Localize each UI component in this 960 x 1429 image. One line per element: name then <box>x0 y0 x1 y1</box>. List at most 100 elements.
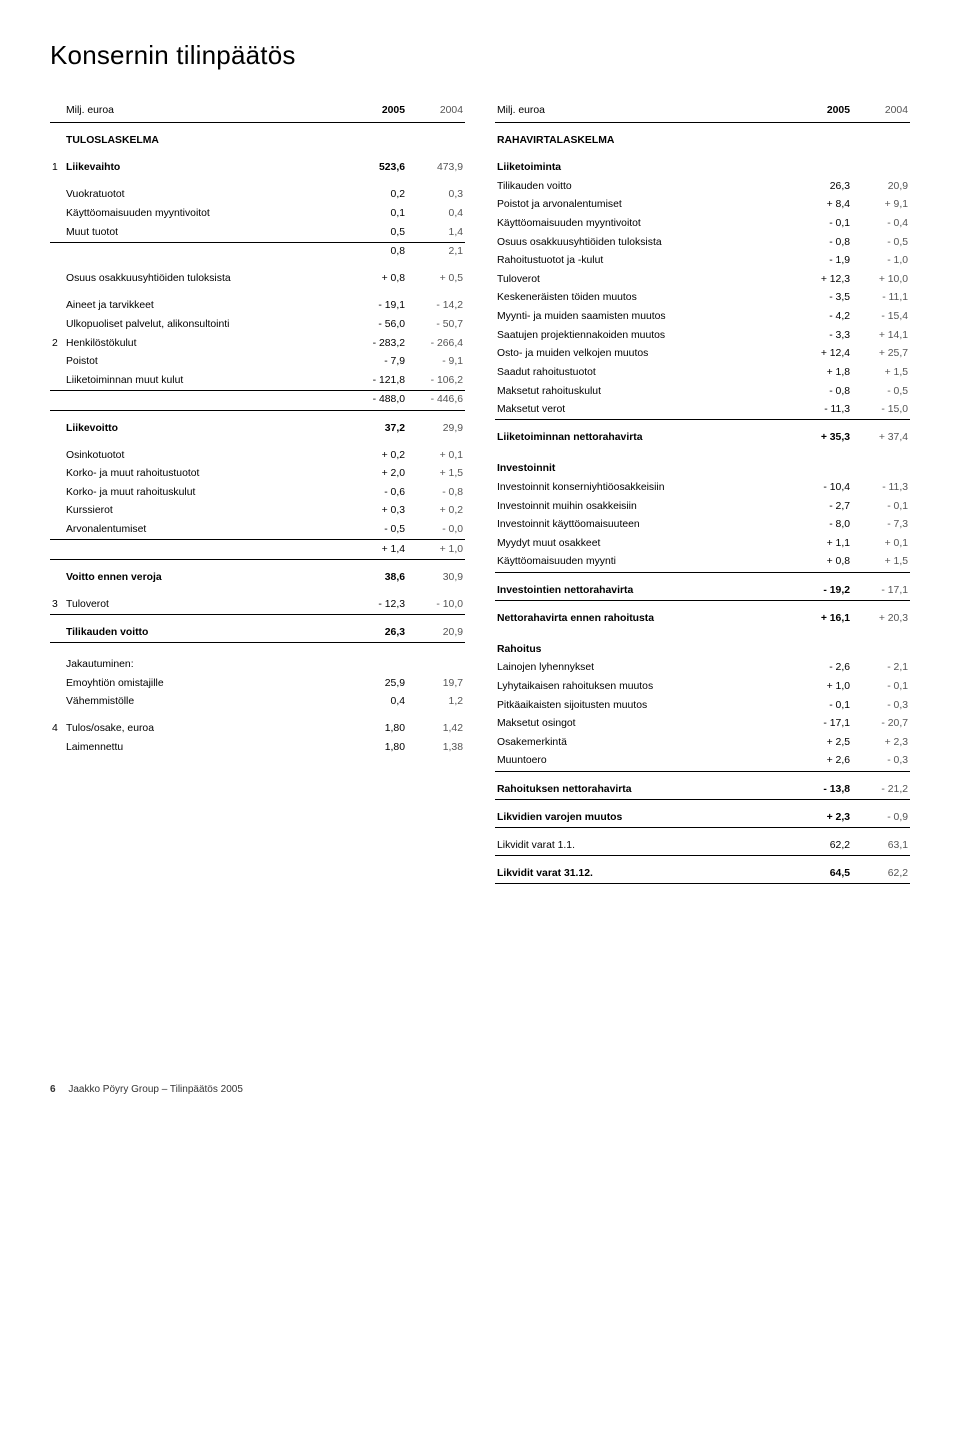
value-2005: 37,2 <box>349 410 407 438</box>
row-label: Osuus osakkuusyhtiöiden tuloksista <box>495 233 794 252</box>
value-2005: 1,80 <box>349 711 407 738</box>
table-row: Osuus osakkuusyhtiöiden tuloksista- 0,8-… <box>495 233 910 252</box>
table-row: Käyttöomaisuuden myynti+ 0,8+ 1,5 <box>495 553 910 572</box>
value-2005: - 8,0 <box>794 516 852 535</box>
value-2005: 26,3 <box>349 615 407 643</box>
value-2004: + 14,1 <box>852 326 910 345</box>
table-row: Investoinnit muihin osakkeisiin- 2,7- 0,… <box>495 497 910 516</box>
value-2004: - 11,1 <box>852 289 910 308</box>
value-2005: - 10,4 <box>794 478 852 497</box>
table-row: Maksetut osingot- 17,1- 20,7 <box>495 715 910 734</box>
table-row: Muut tuotot0,51,4 <box>50 223 465 242</box>
note-ref <box>50 438 64 465</box>
value-2004 <box>852 150 910 177</box>
row-label: Vähemmistölle <box>64 693 349 712</box>
table-row: Investoinnit käyttöomaisuuteen- 8,0- 7,3 <box>495 516 910 535</box>
row-label: Vuokratuotot <box>64 177 349 204</box>
row-label: Myynti- ja muiden saamisten muutos <box>495 308 794 327</box>
table-row: Keskeneräisten töiden muutos- 3,5- 11,1 <box>495 289 910 308</box>
row-label: Maksetut osingot <box>495 715 794 734</box>
row-label: Jakautuminen: <box>64 643 349 675</box>
table-row: 2Henkilöstökulut- 283,2- 266,4 <box>50 334 465 353</box>
value-2005 <box>794 150 852 177</box>
row-label: Maksetut rahoituskulut <box>495 382 794 401</box>
value-2004: + 37,4 <box>852 420 910 448</box>
value-2004: - 9,1 <box>407 353 465 372</box>
row-label: Korko- ja muut rahoitustuotot <box>64 465 349 484</box>
table-row: Korko- ja muut rahoitustuotot+ 2,0+ 1,5 <box>50 465 465 484</box>
table-row: Lyhytaikaisen rahoituksen muutos+ 1,0- 0… <box>495 677 910 696</box>
cashflow-table: Milj. euroa 2005 2004 RAHAVIRTALASKELMA … <box>495 101 910 884</box>
table-row: Lainojen lyhennykset- 2,6- 2,1 <box>495 659 910 678</box>
note-ref <box>50 693 64 712</box>
value-2004: + 10,0 <box>852 270 910 289</box>
row-label: Pitkäaikaisten sijoitusten muutos <box>495 696 794 715</box>
table-row: Likvidien varojen muutos+ 2,3- 0,9 <box>495 799 910 827</box>
row-label: Keskeneräisten töiden muutos <box>495 289 794 308</box>
value-2005: 62,2 <box>794 827 852 855</box>
value-2004: - 266,4 <box>407 334 465 353</box>
value-2004: 62,2 <box>852 855 910 883</box>
table-row: Vähemmistölle0,41,2 <box>50 693 465 712</box>
value-2004: - 0,0 <box>407 521 465 540</box>
row-label: Investoinnit konserniyhtiöosakkeisiin <box>495 478 794 497</box>
note-ref <box>50 540 64 560</box>
table-row: Tuloverot+ 12,3+ 10,0 <box>495 270 910 289</box>
value-2004: - 0,5 <box>852 382 910 401</box>
note-ref <box>50 353 64 372</box>
value-2005: + 35,3 <box>794 420 852 448</box>
table-row: Rahoitustuotot ja -kulut- 1,9- 1,0 <box>495 252 910 271</box>
year1-left: 2005 <box>349 101 407 123</box>
table-row: Tilikauden voitto26,320,9 <box>50 615 465 643</box>
income-statement-table: Milj. euroa 2005 2004 TULOSLASKELMA 1Lii… <box>50 101 465 757</box>
row-label: Liikevoitto <box>64 410 349 438</box>
value-2005: + 1,8 <box>794 363 852 382</box>
row-label: Saadut rahoitustuotot <box>495 363 794 382</box>
row-label: Korko- ja muut rahoituskulut <box>64 483 349 502</box>
value-2005: - 56,0 <box>349 315 407 334</box>
value-2005: - 121,8 <box>349 371 407 390</box>
right-header-row: Milj. euroa 2005 2004 <box>495 101 910 123</box>
row-label: Investoinnit <box>495 447 794 478</box>
value-2005: 26,3 <box>794 177 852 196</box>
value-2004: - 0,5 <box>852 233 910 252</box>
value-2004: - 15,4 <box>852 308 910 327</box>
value-2004: - 15,0 <box>852 401 910 420</box>
value-2005: 64,5 <box>794 855 852 883</box>
note-ref <box>50 559 64 587</box>
row-label: Rahoitus <box>495 628 794 659</box>
value-2005: - 0,5 <box>349 521 407 540</box>
value-2005: - 19,1 <box>349 288 407 315</box>
row-label: Arvonalentumiset <box>64 521 349 540</box>
note-ref <box>50 465 64 484</box>
value-2004: - 2,1 <box>852 659 910 678</box>
value-2004: 19,7 <box>407 674 465 693</box>
left-header-row: Milj. euroa 2005 2004 <box>50 101 465 123</box>
row-label: Osuus osakkuusyhtiöiden tuloksista <box>64 261 349 288</box>
value-2005 <box>349 643 407 675</box>
left-column: Milj. euroa 2005 2004 TULOSLASKELMA 1Lii… <box>50 101 465 884</box>
value-2004: + 1,5 <box>852 363 910 382</box>
value-2005: + 0,8 <box>794 553 852 572</box>
note-ref <box>50 502 64 521</box>
value-2005: 38,6 <box>349 559 407 587</box>
value-2005: 25,9 <box>349 674 407 693</box>
row-label: Osto- ja muiden velkojen muutos <box>495 345 794 364</box>
table-row: Jakautuminen: <box>50 643 465 675</box>
table-row: Pitkäaikaisten sijoitusten muutos- 0,1- … <box>495 696 910 715</box>
table-row: Tilikauden voitto26,320,9 <box>495 177 910 196</box>
value-2004: - 1,0 <box>852 252 910 271</box>
value-2005: - 0,1 <box>794 696 852 715</box>
page-footer: 6 Jaakko Pöyry Group – Tilinpäätös 2005 <box>50 1084 910 1095</box>
row-label: Käyttöomaisuuden myynti <box>495 553 794 572</box>
value-2005: - 17,1 <box>794 715 852 734</box>
note-ref <box>50 483 64 502</box>
table-row: Voitto ennen veroja38,630,9 <box>50 559 465 587</box>
table-row: Maksetut verot- 11,3- 15,0 <box>495 401 910 420</box>
row-label: Lainojen lyhennykset <box>495 659 794 678</box>
value-2004: 29,9 <box>407 410 465 438</box>
value-2004: 0,3 <box>407 177 465 204</box>
value-2004: 1,42 <box>407 711 465 738</box>
row-label: Rahoituksen nettorahavirta <box>495 771 794 799</box>
table-row: Käyttöomaisuuden myyntivoitot0,10,4 <box>50 204 465 223</box>
